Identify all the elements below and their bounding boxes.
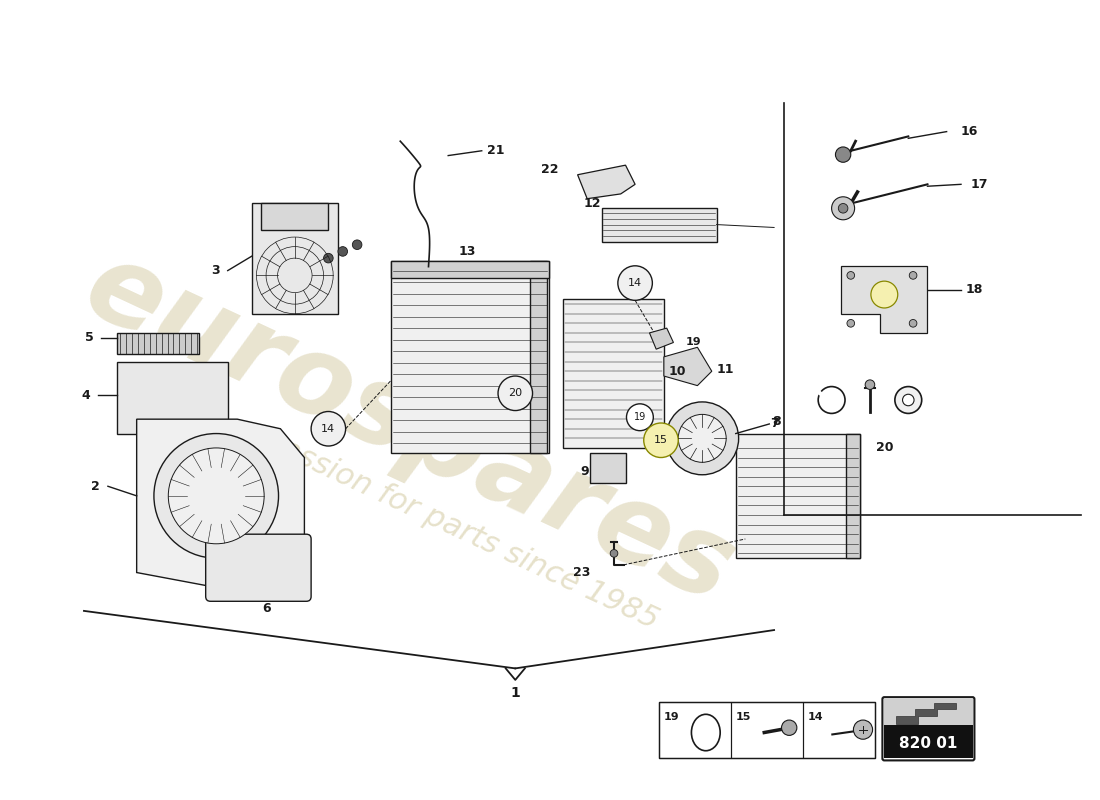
Text: 2: 2 (91, 480, 100, 493)
Bar (846, 434, 860, 558)
Bar (736, 434, 860, 558)
Text: 1: 1 (510, 686, 520, 700)
Polygon shape (136, 419, 305, 587)
Bar (590, 453, 627, 483)
Bar (118, 362, 228, 434)
Circle shape (352, 240, 362, 250)
Circle shape (910, 271, 917, 279)
Text: 14: 14 (807, 711, 823, 722)
Text: 19: 19 (634, 412, 646, 422)
Bar (262, 203, 329, 230)
Text: 7: 7 (770, 418, 779, 430)
Text: 9: 9 (581, 466, 590, 478)
Circle shape (618, 266, 652, 300)
Circle shape (871, 281, 898, 308)
Text: 11: 11 (716, 363, 734, 376)
Text: 20: 20 (876, 442, 893, 454)
Circle shape (644, 423, 679, 458)
Text: 22: 22 (541, 163, 559, 177)
Circle shape (902, 394, 914, 406)
Text: 4: 4 (81, 389, 90, 402)
FancyBboxPatch shape (206, 534, 311, 602)
Text: 6: 6 (262, 602, 271, 615)
Bar (118, 333, 199, 354)
Bar (884, 699, 972, 725)
Text: 5: 5 (85, 331, 94, 344)
Polygon shape (664, 347, 712, 386)
Text: 20: 20 (508, 388, 522, 398)
Text: 15: 15 (654, 435, 668, 446)
Bar (803, 702, 874, 758)
Circle shape (910, 319, 917, 327)
Text: 17: 17 (970, 178, 988, 191)
Text: 8: 8 (772, 414, 781, 427)
Text: 18: 18 (966, 283, 983, 296)
Polygon shape (649, 328, 673, 349)
Bar (563, 299, 664, 448)
Text: 19: 19 (686, 338, 702, 347)
Circle shape (847, 319, 855, 327)
Text: 21: 21 (486, 144, 504, 158)
Text: 19: 19 (664, 711, 680, 722)
Circle shape (168, 448, 264, 544)
Bar (390, 261, 549, 453)
Text: 820 01: 820 01 (899, 736, 958, 751)
Bar (732, 702, 803, 758)
Circle shape (835, 147, 850, 162)
Circle shape (854, 720, 872, 739)
Bar (252, 203, 338, 314)
Circle shape (498, 376, 532, 410)
Polygon shape (578, 165, 635, 198)
Circle shape (610, 550, 618, 558)
Circle shape (895, 386, 922, 414)
Text: 10: 10 (669, 365, 686, 378)
Text: eurospares: eurospares (69, 232, 751, 626)
Circle shape (154, 434, 278, 558)
Polygon shape (842, 266, 927, 333)
Text: 16: 16 (961, 125, 978, 138)
Text: 15: 15 (736, 711, 751, 722)
Bar (659, 702, 874, 758)
Circle shape (679, 414, 726, 462)
Text: 14: 14 (628, 278, 642, 288)
Circle shape (666, 402, 738, 474)
Circle shape (866, 380, 874, 390)
Circle shape (781, 720, 796, 735)
Circle shape (323, 254, 333, 263)
Bar (530, 261, 547, 453)
Circle shape (838, 203, 848, 213)
Text: 13: 13 (459, 245, 476, 258)
Bar (390, 261, 549, 278)
Bar (884, 725, 972, 758)
Text: a passion for parts since 1985: a passion for parts since 1985 (233, 414, 663, 635)
Text: 12: 12 (584, 197, 602, 210)
Circle shape (847, 271, 855, 279)
Circle shape (338, 246, 348, 256)
Circle shape (311, 411, 345, 446)
Polygon shape (895, 703, 956, 724)
Text: 14: 14 (321, 424, 336, 434)
Circle shape (627, 404, 653, 430)
Text: 23: 23 (573, 566, 590, 579)
Text: 3: 3 (211, 264, 220, 277)
Bar (602, 208, 716, 242)
Bar (659, 702, 732, 758)
Circle shape (832, 197, 855, 220)
